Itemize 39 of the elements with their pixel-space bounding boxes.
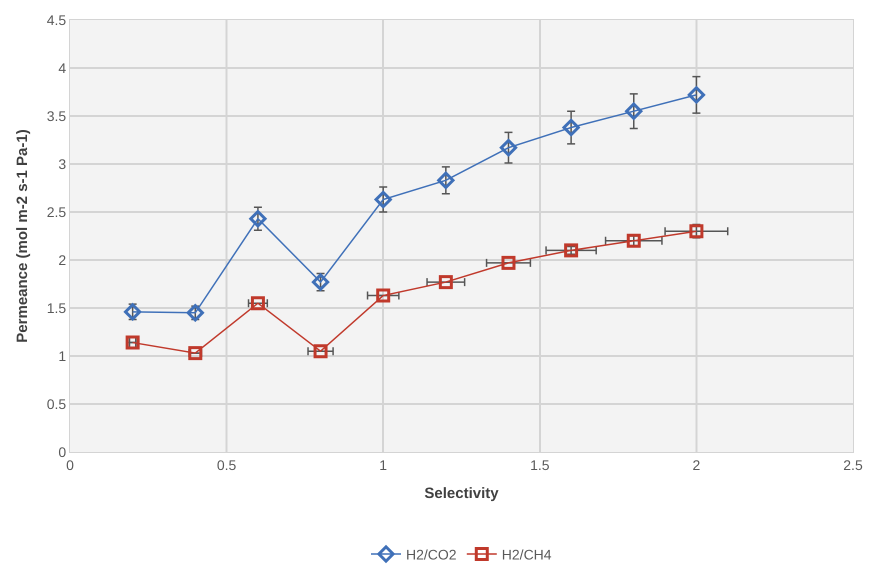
point: [501, 256, 516, 270]
y-tick-label: 2.5: [46, 204, 66, 220]
y-tick-label: 0: [58, 444, 66, 460]
point: [564, 243, 578, 258]
point: [312, 273, 330, 291]
y-tick-label: 1: [58, 348, 66, 364]
point: [438, 275, 453, 290]
point: [562, 118, 580, 136]
point: [374, 190, 392, 208]
point: [688, 86, 706, 104]
point: [376, 288, 390, 303]
legend-label: H2/CH4: [502, 546, 552, 562]
point: [124, 303, 142, 320]
point: [250, 296, 265, 310]
point: [500, 139, 518, 156]
point: [689, 224, 704, 238]
y-tick-label: 3.5: [46, 108, 66, 124]
point: [188, 346, 202, 360]
x-tick-label: 2: [692, 456, 700, 473]
y-tick-label: 4.5: [46, 12, 66, 28]
y-axis-title: Permeance (mol m-2 s-1 Pa-1): [14, 129, 31, 343]
point: [249, 210, 267, 228]
point: [314, 344, 328, 358]
x-tick-label: 1.5: [530, 456, 550, 473]
y-tick-label: 0.5: [46, 396, 66, 412]
point: [186, 304, 204, 322]
y-tick-label: 4: [58, 60, 66, 76]
x-axis-title: Selectivity: [424, 484, 500, 502]
point: [625, 102, 642, 120]
y-tick-label: 2: [58, 252, 66, 268]
y-tick-label: 3: [58, 156, 66, 172]
point: [626, 234, 641, 248]
legend-label: H2/CO2: [406, 546, 457, 562]
point: [126, 336, 140, 350]
y-tick-label: 1.5: [46, 300, 66, 316]
x-tick-label: 0.5: [216, 456, 237, 473]
x-tick-label: 1: [379, 456, 388, 473]
point: [437, 172, 454, 189]
x-tick-label: 2.5: [843, 456, 863, 473]
